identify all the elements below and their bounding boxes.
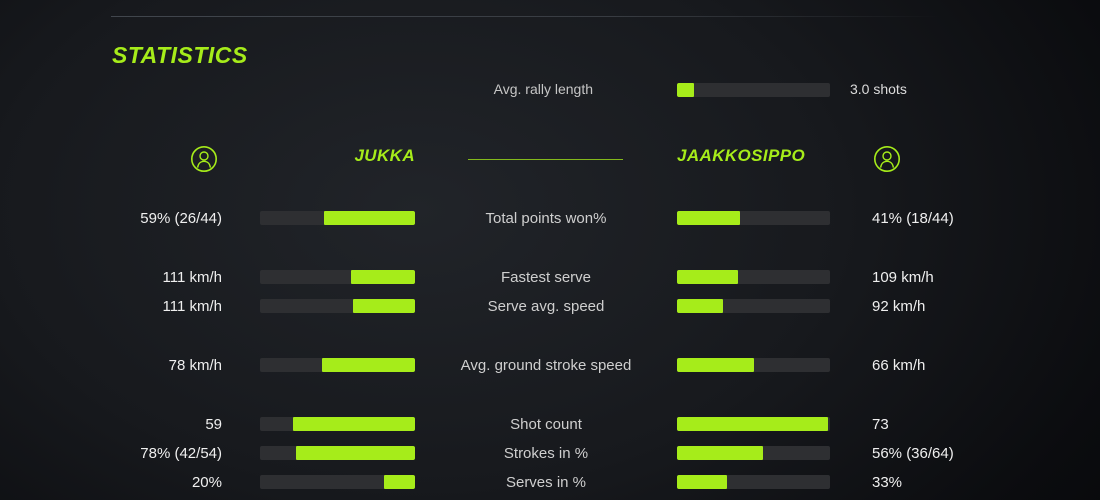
left-bar-track — [260, 358, 415, 372]
left-bar-track — [260, 446, 415, 460]
right-bar-fill — [677, 270, 739, 284]
right-bar-fill — [677, 417, 829, 431]
right-value: 41% (18/44) — [872, 209, 954, 227]
left-value: 20% — [191, 473, 222, 491]
left-value: 78 km/h — [168, 356, 222, 374]
stat-label: Serve avg. speed — [487, 297, 605, 315]
left-bar-fill — [351, 270, 415, 284]
right-bar-track — [677, 299, 830, 313]
avg-rally-length-bar-fill — [677, 83, 694, 97]
player-right-avatar — [873, 145, 901, 173]
stat-label: Strokes in % — [503, 444, 589, 462]
stat-row: 59 Shot count 73 — [0, 410, 1100, 438]
user-icon — [191, 146, 217, 172]
page-title: STATISTICS — [112, 42, 248, 68]
center-divider-line — [468, 159, 623, 160]
stat-label: Total points won% — [485, 209, 607, 227]
top-divider-line — [111, 16, 941, 17]
right-value: 56% (36/64) — [872, 444, 954, 462]
right-value: 92 km/h — [872, 297, 926, 315]
right-bar-fill — [677, 475, 728, 489]
right-value: 109 km/h — [872, 268, 934, 286]
avg-rally-length-label: Avg. rally length — [493, 81, 593, 97]
left-bar-track — [260, 299, 415, 313]
right-value: 33% — [872, 473, 903, 491]
stat-row: 78 km/h Avg. ground stroke speed 66 km/h — [0, 351, 1100, 379]
stat-row: 111 km/h Fastest serve 109 km/h — [0, 263, 1100, 291]
left-bar-track — [260, 211, 415, 225]
left-bar-track — [260, 417, 415, 431]
right-bar-fill — [677, 211, 740, 225]
stat-label: Fastest serve — [500, 268, 592, 286]
left-bar-fill — [323, 211, 415, 225]
left-bar-fill — [384, 475, 415, 489]
left-value: 59 — [205, 415, 222, 433]
right-bar-track — [677, 211, 830, 225]
left-bar-fill — [295, 446, 415, 460]
player-left-avatar — [190, 145, 218, 173]
stat-row: 78% (42/54) Strokes in % 56% (36/64) — [0, 439, 1100, 467]
stat-label: Shot count — [510, 415, 582, 433]
right-bar-track — [677, 417, 830, 431]
left-value: 59% (26/44) — [140, 209, 222, 227]
right-bar-track — [677, 446, 830, 460]
left-bar-track — [260, 475, 415, 489]
stat-row: 20% Serves in % 33% — [0, 468, 1100, 496]
right-value: 66 km/h — [872, 356, 926, 374]
right-bar-fill — [677, 358, 754, 372]
right-bar-track — [677, 270, 830, 284]
left-bar-fill — [353, 299, 415, 313]
left-value: 111 km/h — [162, 297, 222, 315]
avg-rally-length-bar — [677, 83, 830, 97]
left-bar-fill — [322, 358, 415, 372]
left-value: 78% (42/54) — [140, 444, 222, 462]
player-left-name: JUKKA — [354, 146, 415, 165]
right-bar-track — [677, 358, 830, 372]
right-bar-track — [677, 475, 830, 489]
stat-row: 59% (26/44) Total points won% 41% (18/44… — [0, 204, 1100, 232]
left-bar-track — [260, 270, 415, 284]
user-icon — [874, 146, 900, 172]
right-bar-fill — [677, 446, 763, 460]
right-value: 73 — [872, 415, 889, 433]
player-right-name: JAAKKOSIPPO — [677, 146, 806, 165]
stat-row: 111 km/h Serve avg. speed 92 km/h — [0, 292, 1100, 320]
stat-label: Avg. ground stroke speed — [460, 356, 632, 374]
right-bar-fill — [677, 299, 723, 313]
left-value: 111 km/h — [162, 268, 222, 286]
stat-label: Serves in % — [505, 473, 587, 491]
avg-rally-length-value: 3.0 shots — [850, 81, 907, 97]
left-bar-fill — [292, 417, 415, 431]
